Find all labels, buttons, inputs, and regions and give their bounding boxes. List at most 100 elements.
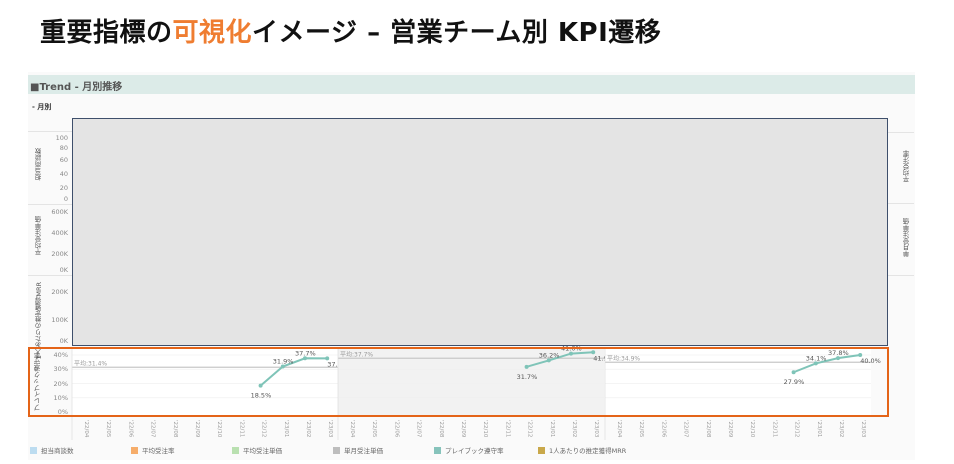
legend-item: プレイブック遵守率	[434, 445, 538, 455]
data-label: 41.9%	[593, 354, 614, 362]
y-tick-row3: 0K	[59, 337, 68, 345]
x-tick-label: '22/04	[349, 420, 355, 438]
data-label: 34.1%	[806, 354, 827, 362]
x-tick-label: '22/04	[616, 420, 622, 438]
data-point	[791, 370, 796, 375]
x-tick-label: '22/10	[216, 420, 222, 438]
x-tick-label: '23/03	[593, 420, 599, 438]
y-tick-row2: 200K	[51, 250, 68, 258]
legend-item: 1人あたりの推定獲得MRR	[538, 445, 639, 455]
legend-item: 担当商談数	[30, 445, 131, 455]
x-tick-label: '22/06	[127, 420, 133, 438]
y-tick-row1: 100	[55, 134, 68, 142]
x-tick-label: '23/02	[305, 420, 311, 437]
x-tick-label: '22/08	[172, 420, 178, 438]
x-tick-label: '23/02	[571, 420, 577, 437]
data-label: 37.7%	[295, 349, 316, 357]
x-tick-label: '23/02	[838, 420, 844, 437]
data-point	[591, 350, 596, 355]
y-tick-row1: 0	[63, 195, 68, 203]
x-tick-label: '22/10	[749, 420, 755, 438]
x-tick-label: '23/01	[549, 420, 555, 437]
data-point	[280, 364, 285, 369]
legend-item: 平均受注率	[131, 445, 232, 455]
legend-label: 平均受注単価	[243, 447, 282, 455]
x-tick-label: '22/05	[105, 420, 111, 438]
data-point	[303, 356, 307, 361]
x-tick-label: '23/01	[283, 420, 289, 437]
pane-bg	[72, 349, 338, 415]
panel-header: ■Trend - 月別推移	[28, 75, 915, 94]
x-tick-label: '22/04	[83, 420, 89, 438]
legend-swatch	[232, 446, 239, 454]
legend-label: 担当商談数	[41, 447, 74, 455]
x-tick-label: '22/12	[261, 420, 267, 437]
x-tick-label: '22/05	[371, 420, 377, 438]
legend-swatch	[333, 446, 340, 454]
legend-label: 単月受注単価	[344, 447, 383, 455]
data-point	[836, 356, 840, 361]
y-tick-row3: 100K	[51, 316, 68, 324]
legend-label: プレイブック遵守率	[445, 447, 504, 455]
legend-item: 単月受注単価	[333, 445, 434, 455]
data-label: 31.9%	[273, 358, 294, 366]
x-tick-label: '22/07	[416, 420, 422, 438]
data-label: 27.9%	[784, 378, 805, 386]
title-part1: 重要指標の	[40, 18, 173, 48]
legend-label: 平均受注率	[142, 447, 175, 455]
y-tick-row4: 0%	[57, 408, 68, 416]
y-tick-row4: 20%	[53, 380, 68, 388]
x-tick-label: '22/07	[683, 420, 689, 438]
data-label: 37.8%	[828, 349, 849, 357]
data-point	[524, 364, 529, 369]
y-tick-row2: 400K	[51, 229, 68, 237]
x-tick-label: '22/09	[727, 420, 733, 438]
data-label: 18.5%	[251, 392, 272, 400]
x-tick-label: '22/12	[527, 420, 533, 437]
y-tick-row2: 0K	[59, 266, 68, 274]
data-point	[858, 353, 863, 357]
y-tick-row1: 40	[59, 170, 68, 178]
data-point	[813, 361, 818, 366]
data-point	[546, 358, 551, 363]
x-tick-label: '22/11	[504, 420, 510, 437]
x-tick-label: '22/11	[238, 420, 244, 437]
legend-swatch	[131, 446, 138, 454]
data-label: 40.0%	[860, 357, 881, 365]
legend: 担当商談数 平均受注率 平均受注単価 単月受注単価 プレイブック遵守率 1人あたりの推定獲…	[30, 445, 639, 455]
legend-swatch	[434, 446, 441, 454]
data-point	[325, 356, 330, 361]
y-tick-row3: 200K	[51, 288, 68, 296]
empty-plot-area	[72, 118, 888, 346]
average-label: 平均:31.4%	[74, 359, 107, 367]
y-tick-row1: 20	[59, 184, 68, 192]
y-tick-row2: 600K	[51, 208, 68, 216]
data-label: 31.7%	[517, 373, 538, 381]
highlight-box	[28, 347, 889, 417]
average-label: 平均:34.9%	[607, 354, 640, 362]
panel-subheader: - 月別	[32, 103, 52, 111]
legend-label: 1人あたりの推定獲得MRR	[549, 447, 627, 455]
x-tick-label: '23/03	[860, 420, 866, 438]
title-part2: イメージ – 営業チーム別 KPI遷移	[252, 18, 662, 48]
title-highlight: 可視化	[172, 18, 253, 48]
series-line	[526, 351, 594, 368]
x-tick-label: '22/09	[460, 420, 466, 438]
x-tick-label: '22/06	[660, 420, 666, 438]
series-line	[259, 357, 328, 387]
x-tick-label: '22/11	[771, 420, 777, 437]
data-point	[569, 351, 573, 356]
x-tick-label: '23/03	[327, 420, 333, 438]
data-point	[258, 383, 263, 388]
x-tick-label: '22/05	[638, 420, 644, 438]
y-tick-row1: 80	[59, 144, 68, 152]
x-tick-label: '22/07	[150, 420, 156, 438]
series-line	[793, 354, 861, 374]
x-tick-label: '22/06	[393, 420, 399, 438]
x-tick-label: '23/01	[816, 420, 822, 437]
x-tick-label: '22/08	[705, 420, 711, 438]
data-label: 37.6%	[327, 360, 348, 368]
legend-item: 平均受注単価	[232, 445, 333, 455]
data-label: 36.2%	[539, 351, 560, 359]
